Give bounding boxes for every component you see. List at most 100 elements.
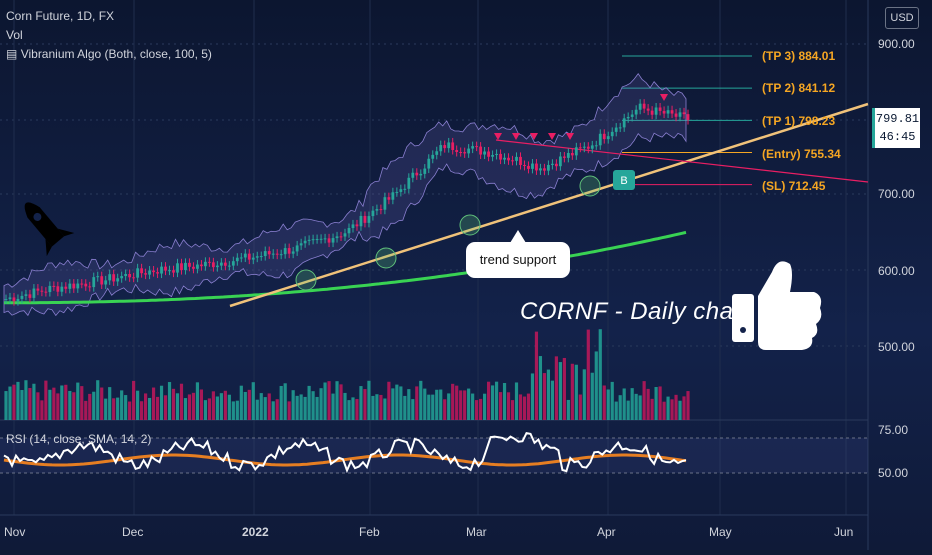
thumbs-up-icon — [732, 261, 822, 350]
candle — [531, 163, 534, 169]
volume-bar — [542, 373, 547, 420]
volume-label[interactable]: Vol — [6, 28, 23, 42]
volume-bar — [243, 391, 247, 420]
candle — [80, 283, 84, 285]
time-tick: Dec — [122, 525, 144, 539]
volume-bar — [403, 395, 407, 420]
candle — [176, 263, 179, 273]
volume-bar — [36, 392, 40, 420]
sell-marker — [494, 133, 502, 140]
volume-bar — [522, 396, 527, 420]
trend-resistance-line — [495, 139, 869, 183]
candle — [558, 156, 562, 167]
volume-bar — [191, 392, 196, 420]
candle — [674, 113, 678, 117]
volume-bar — [12, 384, 16, 420]
price-tick: 500.00 — [878, 340, 915, 354]
volume-bar — [658, 386, 662, 420]
candle — [112, 274, 116, 282]
candle — [32, 288, 36, 298]
volume-bar — [650, 398, 654, 420]
candle — [227, 265, 231, 267]
volume-bar — [634, 393, 638, 420]
volume-bar — [52, 387, 56, 420]
currency-badge[interactable]: USD — [885, 7, 919, 29]
candle — [638, 103, 642, 110]
candle — [399, 189, 403, 192]
volume-bar — [44, 380, 48, 420]
rsi-label[interactable]: RSI (14, close, SMA, 14, 2) — [6, 432, 152, 446]
volume-bar — [467, 388, 471, 420]
candle — [96, 276, 100, 278]
candle — [475, 146, 479, 148]
candle — [527, 165, 530, 169]
volume-bar — [331, 393, 335, 420]
volume-bar — [327, 381, 331, 420]
candle — [327, 238, 331, 243]
candle — [223, 262, 227, 266]
candle — [48, 285, 52, 293]
volume-bar — [534, 331, 539, 420]
volume-bar — [514, 382, 519, 420]
volume-bar — [510, 400, 515, 420]
volume-bar — [171, 388, 176, 420]
candle — [136, 268, 140, 278]
candle — [188, 262, 191, 267]
pivot-circle — [459, 214, 481, 236]
candle — [299, 243, 303, 246]
candle — [279, 254, 283, 256]
volume-bar — [546, 369, 551, 420]
volume-bar — [175, 393, 180, 420]
volume-bar — [84, 400, 88, 420]
candle — [92, 277, 96, 288]
trend-support-bubble: trend support — [466, 230, 570, 278]
candle — [160, 266, 163, 274]
volume-bar — [598, 329, 602, 420]
volume-bar — [682, 396, 686, 420]
candle — [20, 295, 24, 299]
volume-bar — [48, 389, 52, 420]
candle — [307, 239, 311, 241]
candle — [610, 131, 614, 137]
candle — [491, 154, 494, 157]
volume-bar — [554, 356, 558, 420]
candle — [523, 164, 526, 166]
volume-bar — [187, 394, 192, 420]
volume-bar — [483, 393, 487, 420]
volume-bar — [8, 386, 12, 420]
candle — [68, 283, 72, 289]
candle — [499, 153, 502, 160]
candle — [16, 298, 20, 302]
volume-bar — [112, 398, 116, 420]
volume-bar — [215, 396, 219, 420]
volume-bar — [423, 388, 427, 420]
volume-bar — [475, 400, 479, 420]
volume-bar — [311, 391, 315, 420]
candle — [391, 192, 395, 200]
pivot-circle — [295, 269, 317, 291]
candle — [515, 156, 518, 161]
candle — [427, 158, 431, 169]
volume-bar — [630, 388, 634, 420]
symbol-title[interactable]: Corn Future, 1D, FX — [6, 9, 115, 23]
volume-bar — [351, 397, 355, 420]
candle — [168, 270, 171, 272]
candle — [487, 151, 490, 157]
candle — [395, 191, 399, 193]
candle — [662, 110, 666, 114]
candle — [208, 261, 211, 263]
candle — [56, 286, 60, 292]
candle — [682, 112, 686, 115]
candle — [120, 276, 124, 279]
candle — [184, 262, 187, 271]
sell-marker — [512, 133, 520, 140]
candle — [36, 288, 40, 291]
volume-bar — [642, 381, 646, 420]
indicator-label[interactable]: ▤ Vibranium Algo (Both, close, 100, 5) — [6, 47, 212, 61]
candle — [359, 215, 363, 227]
candle — [375, 209, 379, 211]
indicator-name: Vibranium Algo (Both, close, 100, 5) — [20, 47, 212, 61]
candle — [387, 197, 391, 200]
candle — [622, 118, 626, 128]
